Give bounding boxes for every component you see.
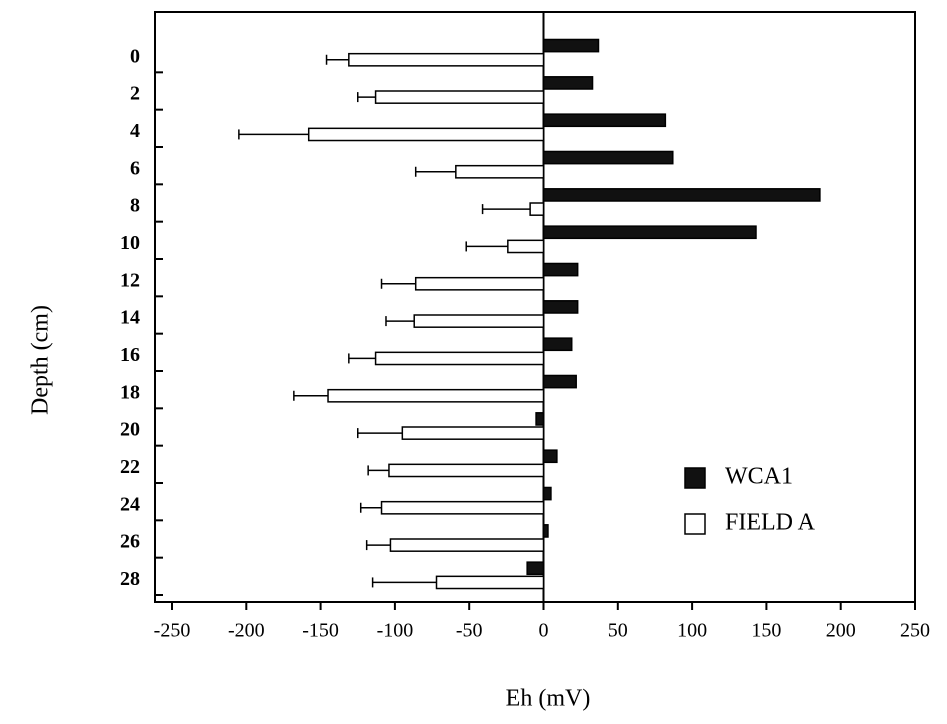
x-tick-label: 0 [539, 620, 549, 642]
bar [413, 314, 545, 328]
bar [542, 337, 573, 352]
y-tick-label: 28 [120, 568, 140, 590]
bar [542, 262, 579, 277]
bar [507, 239, 545, 254]
y-tick-label: 12 [120, 269, 140, 291]
x-tick-label: -100 [377, 620, 414, 642]
bar [542, 374, 577, 389]
bar [307, 127, 545, 142]
bar [529, 202, 545, 216]
y-tick-label: 10 [120, 232, 140, 254]
bar [327, 388, 545, 403]
y-tick-label: 4 [130, 120, 140, 142]
y-tick-label: 22 [120, 456, 140, 478]
y-tick-label: 2 [130, 83, 140, 105]
bar [542, 300, 579, 314]
legend-label: FIELD A [725, 510, 816, 536]
bar [388, 463, 545, 478]
x-axis-label: Eh (mV) [506, 686, 591, 712]
y-tick-label: 14 [120, 307, 140, 329]
y-tick-label: 16 [120, 344, 140, 366]
bar [542, 225, 757, 240]
y-tick-label: 20 [120, 419, 140, 441]
bar [542, 38, 600, 53]
x-tick-label: 200 [826, 620, 856, 642]
x-tick-label: -50 [456, 620, 483, 642]
y-axis-label: Depth (cm) [28, 305, 54, 415]
x-tick-label: 50 [608, 620, 628, 642]
y-tick-label: 18 [120, 381, 140, 403]
bar [374, 90, 545, 104]
bar [348, 52, 545, 67]
bar [542, 486, 552, 501]
bar [535, 412, 545, 426]
legend-swatch [684, 513, 706, 535]
x-tick-label: -150 [302, 620, 339, 642]
bar [414, 276, 545, 291]
bar [455, 164, 545, 179]
y-tick-label: 24 [120, 493, 140, 515]
bar [526, 561, 545, 576]
legend-label: WCA1 [725, 464, 793, 490]
bar [542, 188, 821, 202]
plot-frame [154, 11, 916, 603]
bar [374, 351, 545, 366]
bar [435, 575, 545, 590]
bar [380, 500, 545, 515]
bar [542, 150, 674, 165]
bar [542, 76, 594, 90]
x-tick-label: 100 [677, 620, 707, 642]
x-tick-label: 150 [751, 620, 781, 642]
bar [401, 426, 545, 440]
legend-swatch [684, 467, 706, 489]
y-tick-label: 8 [130, 195, 140, 217]
bar [542, 449, 558, 464]
bar [542, 113, 667, 128]
y-tick-label: 26 [120, 531, 140, 553]
x-tick-label: -250 [154, 620, 191, 642]
x-tick-label: 250 [900, 620, 930, 642]
x-tick-label: -200 [228, 620, 265, 642]
bar [542, 524, 549, 538]
y-tick-label: 6 [130, 157, 140, 179]
bar [389, 538, 545, 552]
y-tick-label: 0 [130, 45, 140, 67]
